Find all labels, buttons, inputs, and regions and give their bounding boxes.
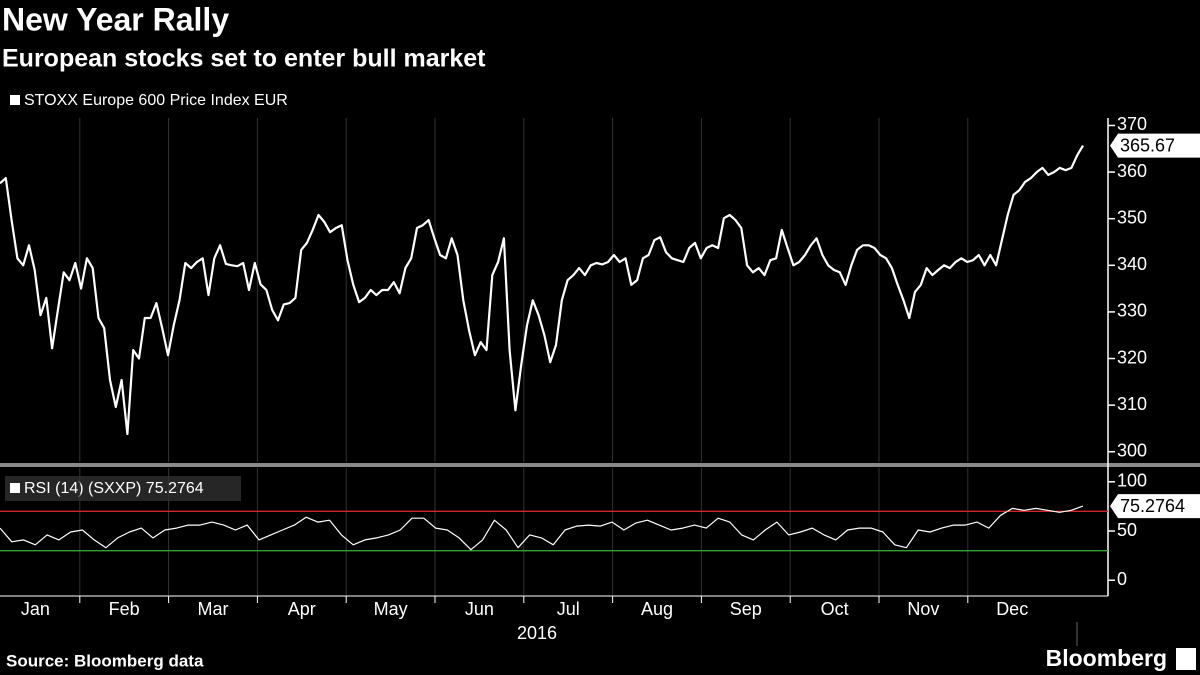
x-tick-label: Jan	[21, 599, 50, 619]
legend-swatch	[10, 95, 20, 105]
x-tick-label: Sep	[730, 599, 762, 619]
brand-icon	[1176, 648, 1196, 670]
y-tick-label: 330	[1117, 301, 1147, 321]
brand: Bloomberg	[1046, 645, 1167, 671]
chart-subtitle: European stocks set to enter bull market	[2, 45, 486, 73]
y-tick-label: 300	[1117, 440, 1147, 460]
x-axis-label: 2016	[517, 623, 557, 643]
source: Source: Bloomberg data	[6, 651, 204, 670]
y-tick-label: 320	[1117, 347, 1147, 367]
x-tick-label: Jul	[557, 599, 580, 619]
x-tick-label: Mar	[198, 599, 229, 619]
x-tick-label: Nov	[907, 599, 939, 619]
last-value-label: 365.67	[1120, 135, 1175, 155]
legend-box	[5, 476, 241, 501]
y-tick-label: 340	[1117, 254, 1147, 274]
panel-separator	[0, 463, 1200, 467]
x-tick-label: Jun	[465, 599, 494, 619]
legend-label: STOXX Europe 600 Price Index EUR	[24, 92, 288, 109]
y-tick-label: 100	[1117, 471, 1147, 491]
y-tick-label: 350	[1117, 207, 1147, 227]
y-tick-label: 50	[1117, 520, 1137, 540]
legend-label: RSI (14) (SXXP) 75.2764	[24, 480, 204, 497]
y-tick-label: 0	[1117, 569, 1127, 589]
y-tick-label: 360	[1117, 161, 1147, 181]
line-series	[0, 505, 1084, 551]
x-tick-label: Dec	[996, 599, 1028, 619]
legend-swatch	[10, 483, 20, 493]
x-tick-label: Feb	[109, 599, 140, 619]
chart-title: New Year Rally	[2, 1, 229, 37]
y-tick-label: 370	[1117, 114, 1147, 134]
y-tick-label: 310	[1117, 394, 1147, 414]
x-tick-label: Aug	[641, 599, 673, 619]
last-value-label: 75.2764	[1120, 496, 1185, 516]
value-box	[1110, 494, 1200, 519]
x-tick-label: Apr	[288, 599, 316, 619]
x-tick-label: Oct	[821, 599, 849, 619]
value-box	[1110, 133, 1200, 158]
line-series	[0, 145, 1084, 436]
x-tick-label: May	[374, 599, 408, 619]
